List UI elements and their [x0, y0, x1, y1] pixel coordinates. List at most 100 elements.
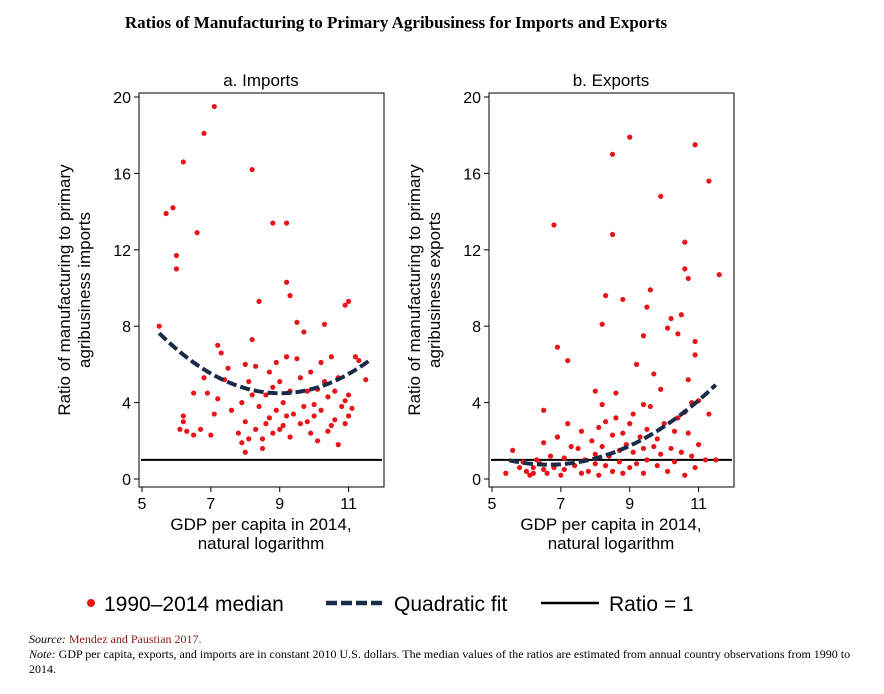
- y-tick-label-imports: 0: [122, 472, 131, 489]
- data-point-imports: [156, 323, 162, 329]
- data-point-exports: [651, 443, 657, 450]
- data-point-imports: [318, 359, 324, 366]
- data-point-exports: [561, 455, 567, 461]
- data-point-imports: [273, 407, 279, 413]
- quadratic-fit-imports: [157, 331, 371, 396]
- data-point-imports: [211, 103, 217, 110]
- data-point-imports: [249, 336, 255, 343]
- data-point-exports: [589, 438, 595, 444]
- data-point-imports: [228, 407, 235, 413]
- source-line: Source: Mendez and Paustian 2017.: [29, 632, 859, 647]
- data-point-imports: [284, 220, 290, 226]
- data-point-exports: [541, 407, 547, 413]
- data-point-exports: [692, 464, 698, 471]
- plot-frame-imports: [138, 92, 385, 488]
- data-point-imports: [301, 403, 307, 410]
- data-point-imports: [218, 350, 224, 356]
- plot-frame-exports: [488, 92, 735, 488]
- data-point-imports: [266, 369, 272, 375]
- data-point-imports: [308, 369, 314, 375]
- data-point-exports: [647, 287, 653, 293]
- data-point-exports: [599, 401, 605, 408]
- x-axis-label-imports-line1: GDP per capita in 2014,: [170, 515, 351, 534]
- data-point-exports: [534, 457, 540, 463]
- data-point-exports: [578, 428, 585, 434]
- data-point-exports: [685, 377, 691, 383]
- data-point-imports: [253, 426, 259, 432]
- data-point-imports: [184, 428, 190, 434]
- data-point-imports: [328, 354, 334, 360]
- source-link[interactable]: Mendez and Paustian 2017.: [68, 632, 202, 646]
- data-point-exports: [609, 468, 616, 474]
- data-point-exports: [640, 401, 647, 408]
- x-axis-label-imports-line2: natural logarithm: [198, 534, 325, 553]
- data-point-exports: [682, 472, 688, 478]
- data-point-imports: [194, 230, 200, 236]
- data-point-exports: [627, 464, 633, 471]
- x-axis-label-exports-line2: natural logarithm: [548, 534, 675, 553]
- data-point-exports: [530, 470, 536, 476]
- data-point-imports: [163, 210, 169, 217]
- y-tick-label-exports: 0: [472, 472, 481, 489]
- data-point-imports: [256, 403, 262, 410]
- figure-notes: Source: Mendez and Paustian 2017. Note: …: [29, 632, 859, 677]
- x-tick-label-exports: 5: [488, 496, 497, 513]
- data-point-imports: [294, 356, 300, 362]
- data-point-exports: [634, 461, 640, 467]
- data-point-imports: [239, 440, 245, 446]
- data-point-imports: [280, 422, 286, 429]
- source-label: Source:: [29, 632, 66, 646]
- data-point-imports: [191, 390, 197, 396]
- data-point-exports: [568, 443, 574, 450]
- panel-title-imports: a. Imports: [223, 71, 299, 90]
- data-point-exports: [634, 361, 640, 367]
- data-point-imports: [308, 430, 314, 436]
- data-point-exports: [640, 445, 647, 452]
- data-point-exports: [675, 331, 681, 337]
- data-point-exports: [603, 419, 609, 425]
- data-point-imports: [273, 359, 279, 366]
- data-point-exports: [664, 468, 671, 474]
- legend: 1990–2014 median Quadratic fit Ratio = 1: [87, 593, 694, 616]
- data-point-exports: [630, 449, 636, 455]
- data-point-exports: [692, 338, 698, 345]
- data-point-imports: [311, 413, 317, 419]
- data-point-exports: [609, 231, 616, 238]
- data-point-exports: [575, 445, 581, 452]
- data-point-exports: [627, 134, 633, 140]
- data-point-exports: [510, 447, 516, 453]
- data-point-imports: [266, 415, 272, 421]
- data-point-imports: [211, 411, 217, 417]
- panel-title-exports: b. Exports: [573, 71, 650, 90]
- data-point-imports: [249, 166, 255, 173]
- data-point-imports: [242, 449, 248, 455]
- data-point-exports: [596, 472, 602, 478]
- y-tick-label-imports: 8: [122, 319, 131, 336]
- data-point-exports: [637, 434, 643, 440]
- data-point-imports: [287, 434, 293, 440]
- x-tick-label-imports: 7: [206, 496, 215, 513]
- figure-title: Ratios of Manufacturing to Primary Agrib…: [125, 13, 668, 32]
- legend-ratio-label: Ratio = 1: [609, 593, 694, 616]
- data-point-exports: [613, 415, 619, 421]
- data-point-exports: [644, 457, 650, 463]
- data-point-imports: [304, 388, 310, 394]
- data-point-imports: [301, 329, 307, 335]
- data-point-exports: [640, 470, 647, 476]
- y-tick-label-exports: 20: [463, 90, 481, 107]
- data-point-exports: [682, 239, 688, 245]
- data-point-imports: [345, 413, 352, 419]
- data-point-imports: [215, 396, 221, 402]
- data-point-imports: [249, 392, 255, 398]
- note-line: Note: GDP per capita, exports, and impor…: [29, 647, 859, 677]
- data-point-imports: [177, 426, 183, 432]
- data-point-exports: [678, 312, 684, 318]
- data-point-exports: [661, 421, 667, 427]
- x-axis-imports: 5 7 9 11: [138, 487, 357, 513]
- data-point-exports: [541, 466, 547, 473]
- data-point-imports: [332, 417, 338, 423]
- data-point-exports: [558, 472, 564, 478]
- data-point-imports: [345, 392, 352, 398]
- data-point-exports: [654, 463, 660, 469]
- data-point-exports: [578, 470, 585, 476]
